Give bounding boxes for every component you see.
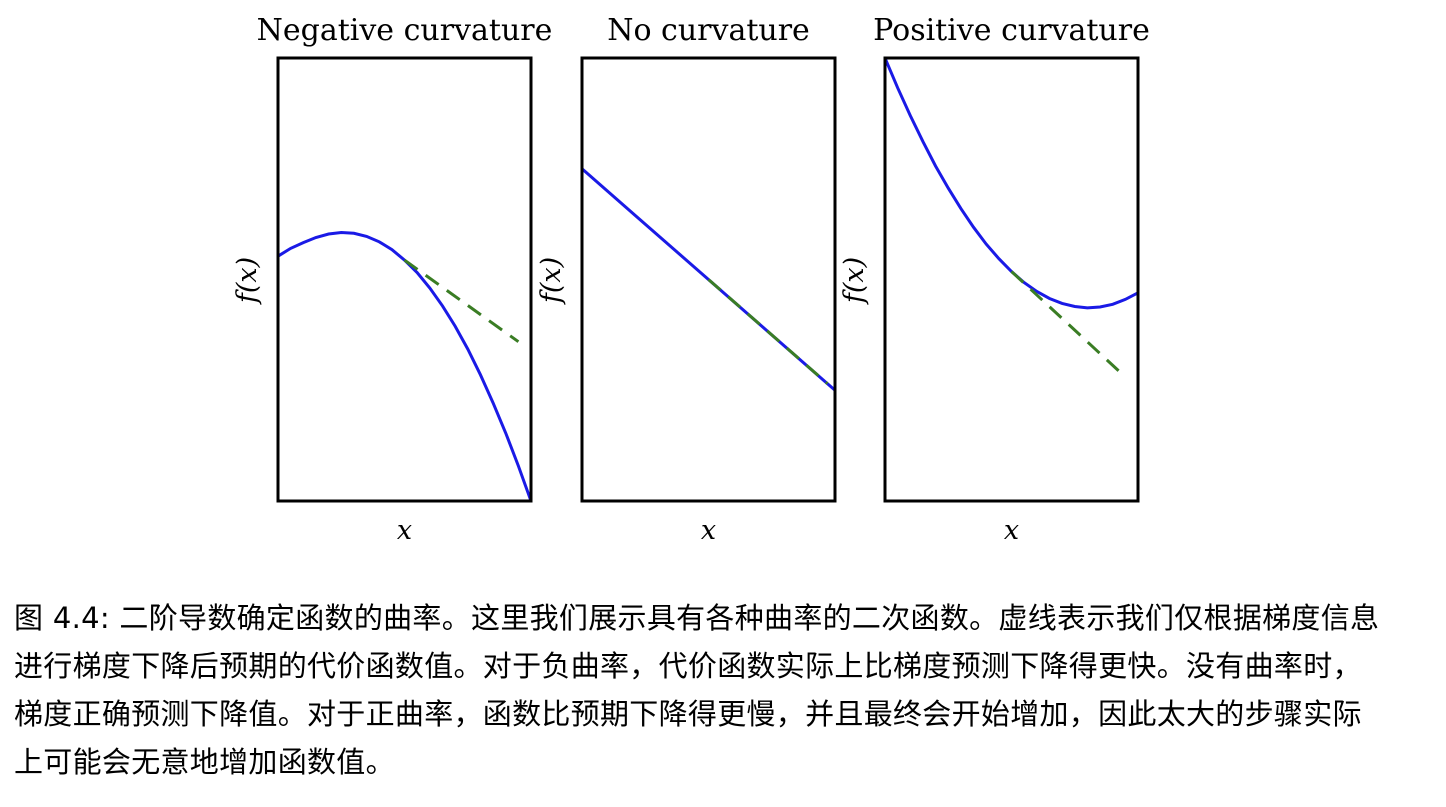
x-axis-label: x [1004, 515, 1019, 546]
x-axis-label: x [397, 515, 412, 546]
plot-frame [276, 56, 533, 503]
panel-title: Positive curvature [873, 13, 1150, 48]
panel-negative-curvature: Negative curvature f(x) x [232, 13, 552, 546]
y-axis-label: f(x) [536, 257, 567, 305]
figure-caption: 图 4.4: 二阶导数确定函数的曲率。这里我们展示具有各种曲率的二次函数。虚线表… [14, 601, 1380, 779]
panel-no-curvature: No curvature f(x) x [536, 13, 837, 546]
y-axis-label: f(x) [839, 257, 870, 305]
panel-positive-curvature: Positive curvature f(x) x [839, 13, 1150, 546]
function-curve [885, 58, 1138, 310]
y-axis-label: f(x) [232, 257, 263, 305]
function-curve [278, 230, 531, 501]
plot-frame [580, 56, 837, 503]
tangent-dashed-line [707, 278, 829, 385]
panel-title: Negative curvature [257, 13, 553, 48]
panel-title: No curvature [607, 13, 810, 48]
curvature-figure: Negative curvature f(x) x No curvature f… [232, 13, 1150, 546]
tangent-dashed-line [403, 258, 520, 343]
x-axis-label: x [701, 515, 716, 546]
plot-frame [883, 56, 1140, 503]
